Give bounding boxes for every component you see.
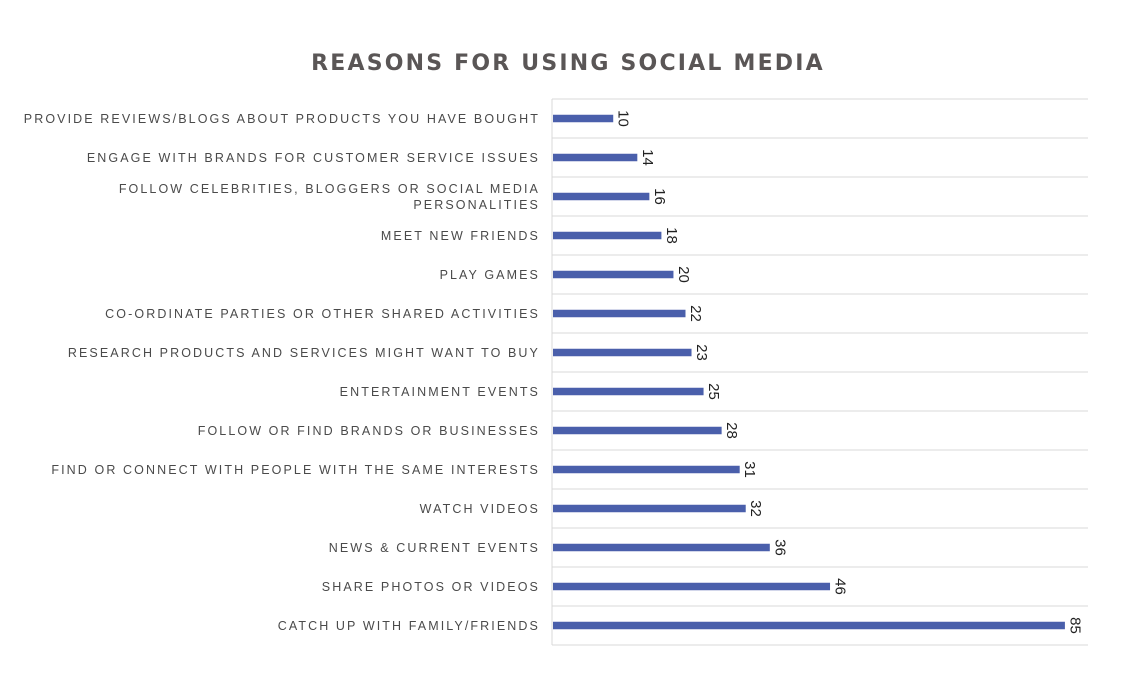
- bar: [553, 192, 650, 201]
- chart-title: REASONS FOR USING SOCIAL MEDIA: [311, 51, 825, 76]
- category-label: FIND OR CONNECT WITH PEOPLE WITH THE SAM…: [51, 463, 540, 477]
- bar: [553, 270, 674, 279]
- category-label: PLAY GAMES: [440, 268, 540, 282]
- bar: [553, 426, 722, 435]
- data-label: 46: [832, 578, 849, 595]
- bar: [553, 231, 662, 240]
- bar: [553, 465, 740, 474]
- data-labels: 10 14 16 18 20 22 23 25 28 31 32 36 46 85: [615, 110, 1084, 634]
- bar: [553, 348, 692, 357]
- data-label: 10: [615, 110, 632, 127]
- bar: [553, 621, 1065, 630]
- data-label: 28: [723, 422, 740, 439]
- category-label: WATCH VIDEOS: [420, 502, 540, 516]
- data-label: 16: [651, 188, 668, 205]
- data-label: 23: [693, 344, 710, 361]
- bars: [553, 114, 1065, 630]
- data-label: 36: [771, 539, 788, 556]
- category-label: FOLLOW CELEBRITIES, BLOGGERS OR SOCIAL M…: [119, 182, 540, 212]
- category-label: NEWS & CURRENT EVENTS: [329, 541, 540, 555]
- category-label: MEET NEW FRIENDS: [381, 229, 540, 243]
- bar: [553, 309, 686, 318]
- bar: [553, 582, 831, 591]
- data-label: 20: [675, 266, 692, 283]
- data-label: 32: [747, 500, 764, 517]
- category-label: RESEARCH PRODUCTS AND SERVICES MIGHT WAN…: [68, 346, 540, 360]
- category-label: FOLLOW OR FIND BRANDS OR BUSINESSES: [198, 424, 540, 438]
- data-label: 22: [687, 305, 704, 322]
- gridlines: [551, 98, 1088, 646]
- data-label: 85: [1066, 617, 1083, 634]
- category-label: PROVIDE REVIEWS/BLOGS ABOUT PRODUCTS YOU…: [24, 112, 540, 126]
- data-label: 25: [705, 383, 722, 400]
- category-label: CO-ORDINATE PARTIES OR OTHER SHARED ACTI…: [105, 307, 540, 321]
- bar: [553, 114, 614, 123]
- data-label: 18: [663, 227, 680, 244]
- category-labels: PROVIDE REVIEWS/BLOGS ABOUT PRODUCTS YOU…: [24, 112, 540, 633]
- category-label: SHARE PHOTOS OR VIDEOS: [322, 580, 540, 594]
- bar: [553, 543, 770, 552]
- category-label: ENTERTAINMENT EVENTS: [340, 385, 540, 399]
- data-label: 31: [741, 461, 758, 478]
- bar: [553, 153, 638, 162]
- category-label: ENGAGE WITH BRANDS FOR CUSTOMER SERVICE …: [87, 151, 540, 165]
- category-label: CATCH UP WITH FAMILY/FRIENDS: [278, 619, 540, 633]
- bar: [553, 387, 704, 396]
- bar: [553, 504, 746, 513]
- data-label: 14: [639, 149, 656, 166]
